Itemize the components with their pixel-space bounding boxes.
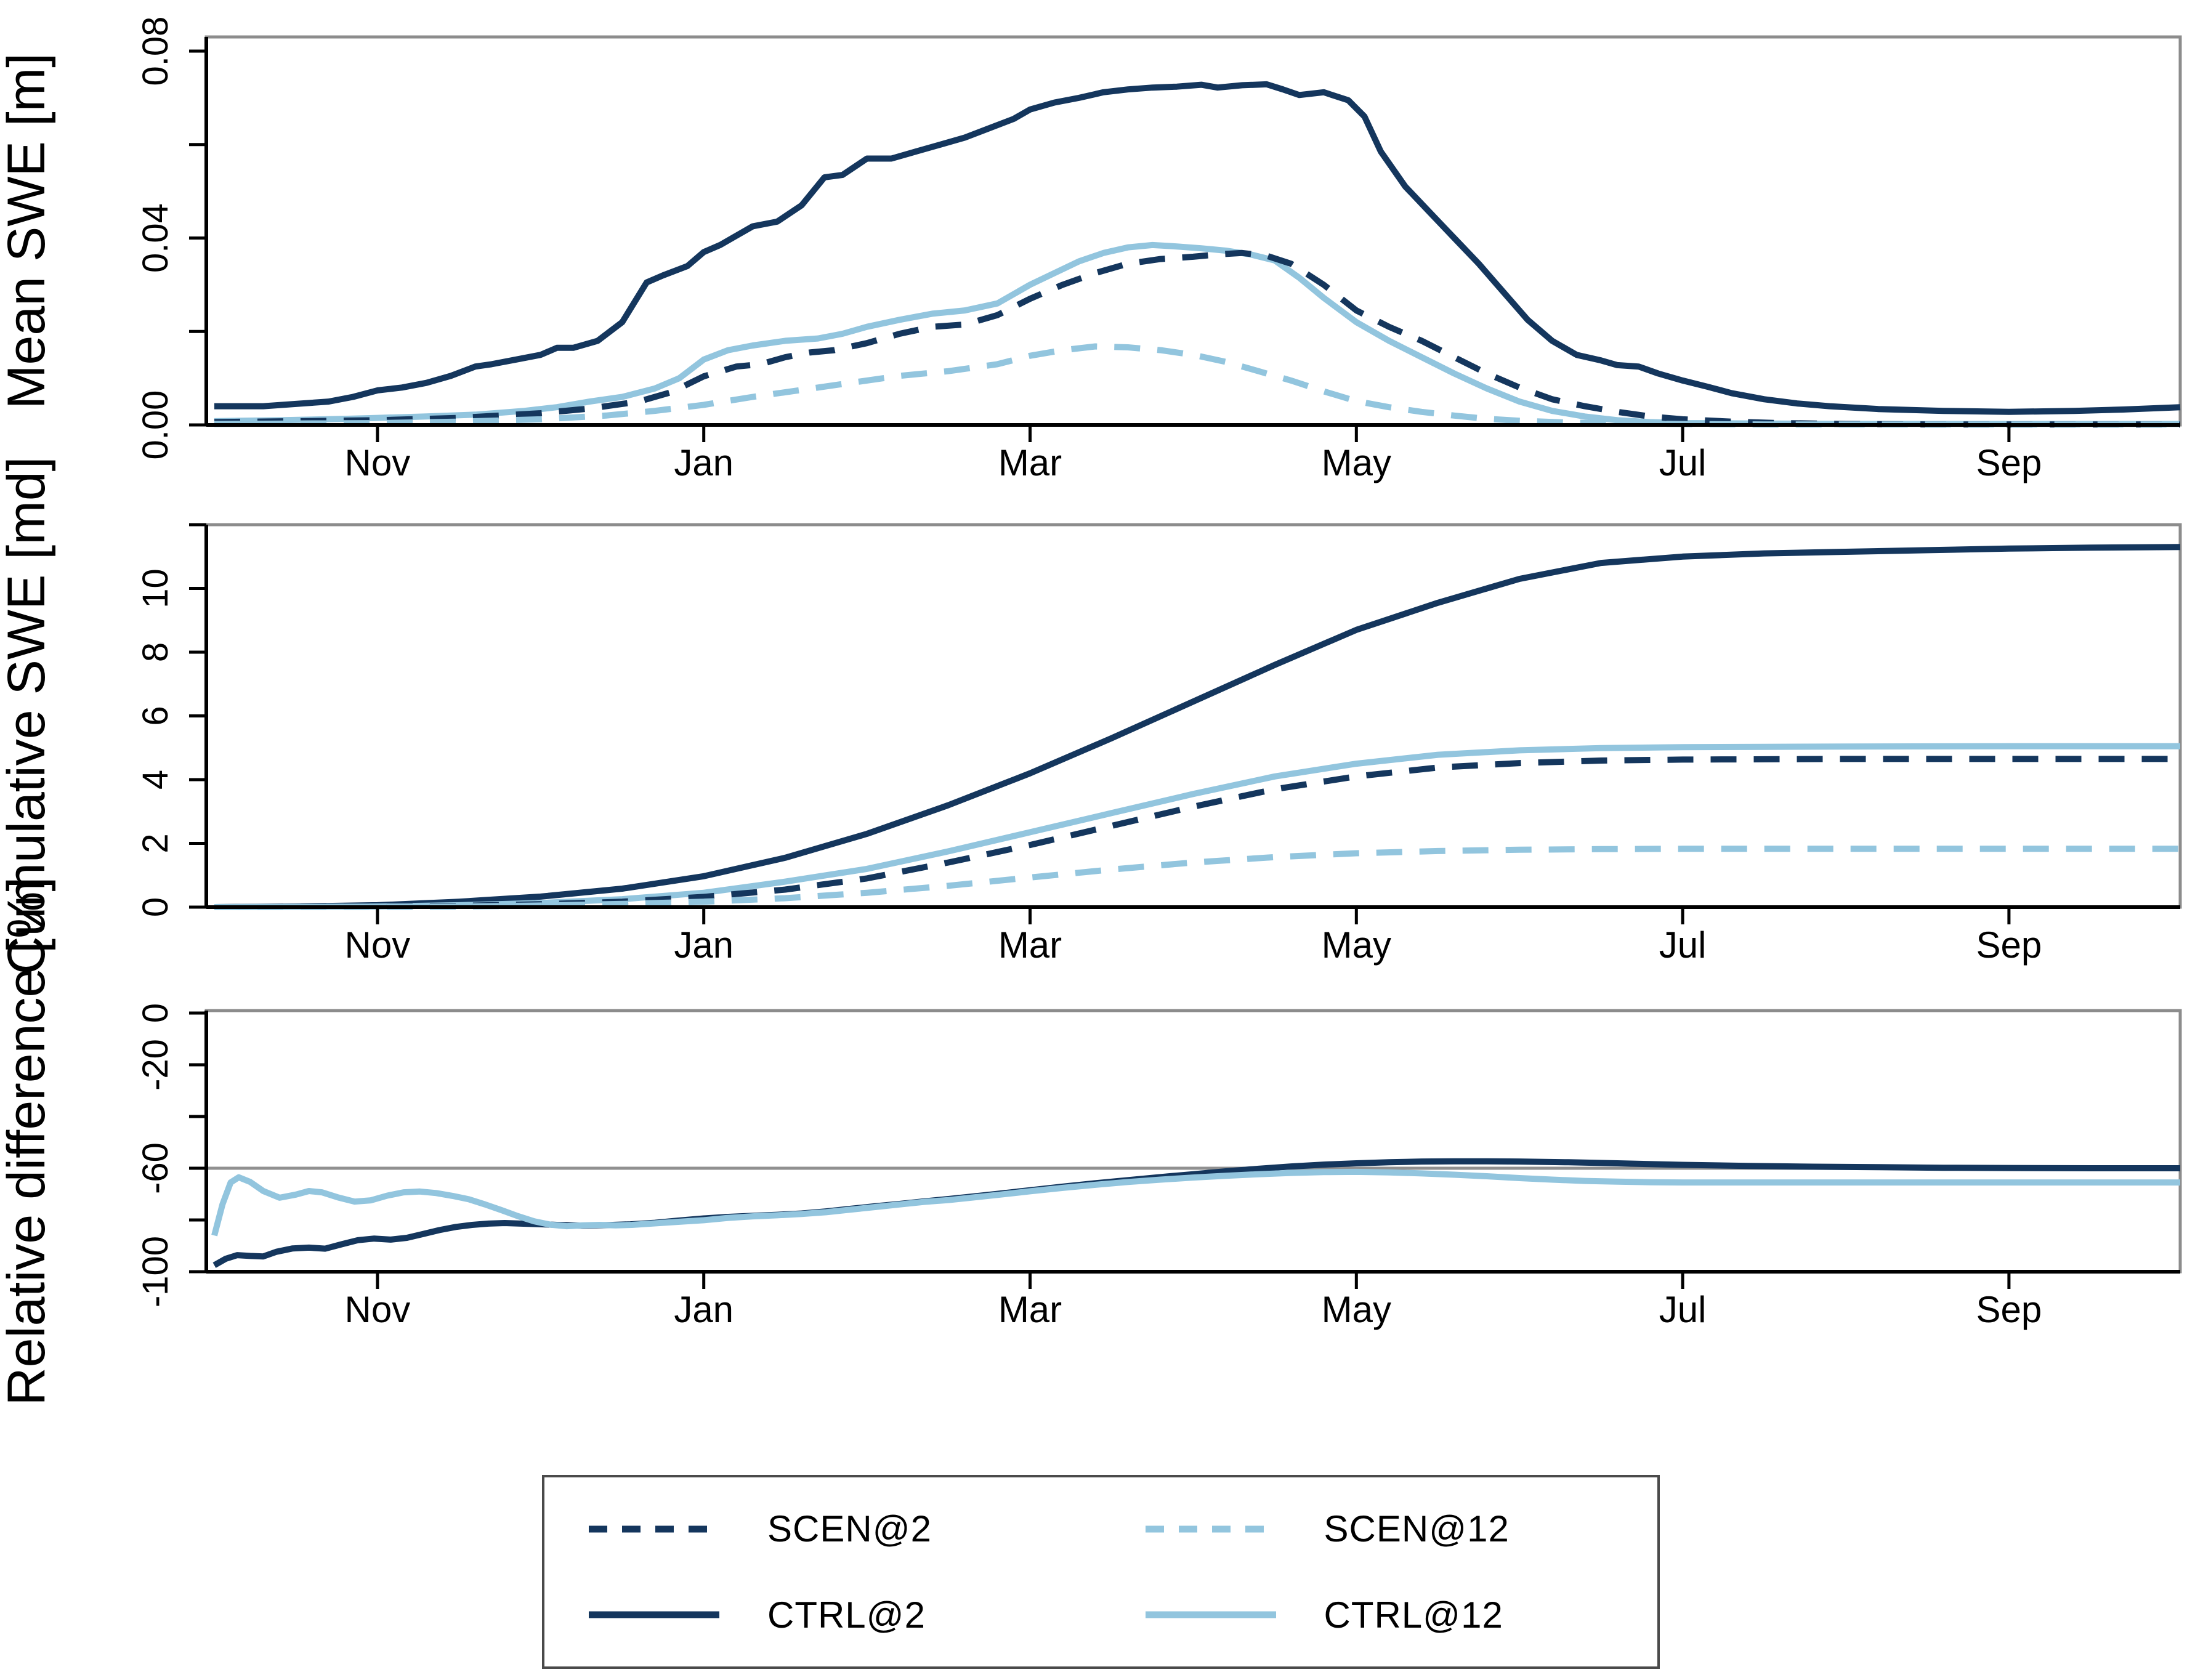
x-axis-tick-label: May [1322,1289,1391,1330]
legend-line-sample-ctrl12 [1145,1611,1276,1618]
y-axis-tick-label: 0 [135,1003,176,1023]
x-axis-tick-label: Jul [1659,924,1707,966]
y-axis-tick-label: 8 [135,642,176,662]
series-line-scen12 [214,846,2180,910]
x-axis-tick-label: Jul [1659,442,1707,483]
panel-2: 0 2 4 6 8 10 Nov Jan Mar May Jul Sep Cumulative SWE … [0,456,2182,975]
x-axis-tick-label: Sep [1976,924,2042,966]
y-axis-tick-label: 2 [135,833,176,853]
x-axis-tick-label: Nov [345,924,411,966]
x-axis-tick-label: Sep [1976,1289,2042,1330]
x-axis-tick-label: Jan [674,442,734,483]
y-axis-tick-label: 0 [135,897,176,917]
legend-label: CTRL@2 [767,1594,926,1636]
y-axis-title: Relative difference [%] [0,877,56,1406]
legend-label: SCEN@12 [1324,1508,1510,1550]
panel-frame [204,523,2182,909]
x-axis-tick-label: Nov [345,442,411,483]
chart-legend: SCEN@2 SCEN@12 CTRL@2 CTRL@12 [542,1475,1660,1669]
x-axis-tick-label: Jan [674,1289,734,1330]
y-axis-tick-label: -60 [135,1142,176,1194]
y-axis-tick-label: 0.08 [135,17,176,86]
series-line-ctrl12 [214,743,2180,910]
x-axis-tick-label: Jan [674,924,734,966]
series-line-ctrl2 [214,544,2181,910]
panel-frame [204,1009,2182,1274]
legend-line-sample-scen12 [1145,1525,1276,1533]
x-axis-tick-label: May [1322,924,1391,966]
panel-3: 0 -20 -60 -100 Nov Jan Mar May Jul Sep Relative di… [0,877,2182,1406]
legend-line-sample-scen2 [589,1525,719,1533]
x-axis-tick-label: Jul [1659,1289,1707,1330]
y-axis-tick-label: -100 [135,1236,176,1307]
x-axis-tick-label: Nov [345,1289,411,1330]
series-line-ctrl12 [214,241,2180,427]
legend-line-sample-ctrl2 [589,1611,719,1618]
series-line-12 [211,1168,2180,1237]
legend-item-ctrl12: CTRL@12 [1101,1580,1658,1649]
y-axis-tick-label: -20 [135,1039,176,1091]
legend-item-scen2: SCEN@2 [544,1495,1101,1564]
y-axis-title: Mean SWE [m] [0,53,56,409]
x-axis-tick-label: Mar [998,442,1062,483]
legend-label: SCEN@2 [767,1508,932,1550]
x-axis-tick-label: May [1322,442,1391,483]
panel-frame [204,35,2182,427]
y-axis-tick-label: 0.04 [135,203,176,273]
y-axis-title: Cumulative SWE [md] [0,456,56,974]
y-axis-tick-label: 6 [135,706,176,725]
y-axis-tick-label: 4 [135,770,176,790]
x-axis-tick-label: Mar [998,924,1062,966]
panel-1: 0.00 0.04 0.08 Nov Jan Mar May Jul Sep Mean SWE [… [0,17,2182,483]
legend-label: CTRL@12 [1324,1594,1503,1636]
y-axis-tick-label: 10 [135,568,176,608]
legend-item-scen12: SCEN@12 [1101,1495,1658,1564]
series-line-scen2 [214,249,2180,428]
x-axis-tick-label: Mar [998,1289,1062,1330]
legend-item-ctrl2: CTRL@2 [544,1580,1101,1649]
y-axis-tick-label: 0.00 [135,390,176,460]
x-axis-tick-label: Sep [1976,442,2042,483]
series-line-scen12 [214,343,2180,428]
series-line-ctrl2 [214,81,2181,415]
series-line-scen2 [214,756,2180,910]
